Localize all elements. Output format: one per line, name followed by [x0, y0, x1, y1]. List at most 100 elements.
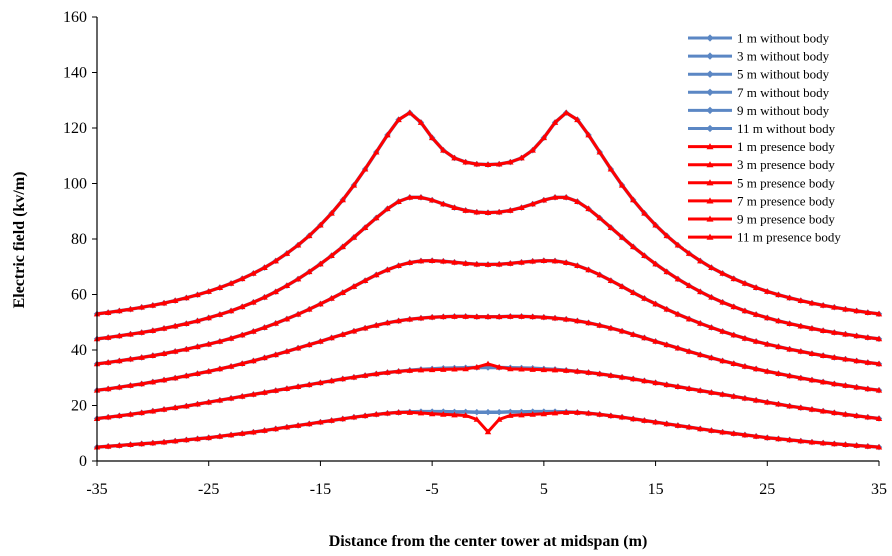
data-point: [406, 259, 413, 265]
data-point: [730, 303, 737, 310]
data-point: [428, 314, 436, 320]
data-point: [239, 303, 246, 310]
data-point: [473, 313, 481, 320]
data-point: [618, 283, 626, 289]
data-point: [842, 411, 849, 417]
data-point: [495, 160, 503, 167]
data-point: [417, 314, 425, 321]
data-point: [518, 365, 525, 372]
data-point: [786, 402, 793, 409]
data-point: [641, 377, 648, 384]
data-point: [641, 334, 648, 341]
data-point: [630, 415, 637, 422]
data-point: [786, 372, 793, 379]
x-tick-label: -35: [86, 481, 107, 498]
data-point: [596, 214, 603, 221]
data-point: [495, 313, 503, 320]
data-point: [451, 313, 458, 319]
data-point: [507, 260, 514, 266]
legend-label: 9 m presence body: [737, 212, 835, 227]
data-point: [306, 381, 313, 388]
data-point: [719, 328, 726, 334]
series-8: [93, 360, 883, 421]
data-point: [183, 294, 190, 301]
legend-marker: [706, 215, 714, 222]
data-point: [596, 411, 603, 417]
data-point: [250, 428, 257, 435]
data-point: [752, 338, 760, 344]
data-point: [495, 416, 503, 422]
data-point: [328, 417, 335, 423]
data-point: [116, 307, 123, 314]
series-11: [93, 194, 883, 342]
y-tick-label: 100: [63, 176, 87, 193]
legend-label: 3 m without body: [737, 49, 830, 64]
data-point: [306, 341, 313, 348]
data-point: [697, 387, 704, 393]
data-point: [473, 364, 481, 370]
data-point: [283, 385, 291, 391]
y-tick-label: 140: [63, 65, 87, 82]
data-point: [786, 320, 793, 327]
data-point: [127, 306, 134, 312]
data-point: [328, 295, 335, 301]
data-point: [384, 410, 391, 416]
data-point: [138, 304, 145, 310]
data-point: [339, 289, 346, 295]
data-point: [574, 317, 581, 324]
data-point: [808, 350, 816, 357]
data-point: [294, 311, 302, 317]
data-point: [417, 257, 425, 264]
data-point: [607, 165, 615, 172]
data-point: [361, 165, 369, 172]
data-point: [842, 306, 849, 312]
data-point: [428, 257, 436, 264]
data-point: [797, 404, 804, 411]
series-layer: [93, 109, 883, 451]
data-point: [104, 309, 112, 315]
data-point: [652, 221, 659, 228]
data-point: [339, 375, 346, 382]
data-point: [451, 154, 458, 161]
data-point: [674, 241, 682, 248]
data-point: [216, 338, 224, 344]
data-point: [507, 313, 514, 319]
data-point: [574, 116, 581, 123]
data-point: [529, 258, 536, 264]
data-point: [361, 412, 369, 419]
data-point: [730, 360, 737, 366]
data-point: [172, 437, 179, 444]
data-point: [373, 370, 380, 377]
data-point: [540, 196, 548, 203]
data-point: [384, 369, 391, 375]
data-point: [473, 261, 481, 267]
data-point: [294, 383, 302, 390]
data-point: [227, 280, 235, 286]
data-point: [440, 200, 447, 207]
data-point: [864, 359, 872, 365]
data-point: [551, 257, 559, 264]
series-7: [93, 409, 883, 450]
data-point: [183, 320, 190, 327]
data-point: [842, 330, 849, 337]
data-point: [294, 344, 302, 351]
data-point: [764, 398, 771, 405]
data-point: [395, 368, 402, 374]
data-point: [250, 299, 257, 305]
legend-item: 7 m without body: [688, 85, 830, 100]
data-point: [462, 207, 469, 213]
data-point: [853, 307, 860, 314]
data-point: [160, 325, 168, 331]
data-point: [428, 410, 436, 417]
data-point: [194, 317, 201, 324]
data-point: [574, 368, 581, 374]
data-point: [752, 365, 760, 372]
data-point: [708, 389, 715, 395]
data-point: [183, 402, 190, 409]
data-point: [708, 324, 715, 330]
data-point: [227, 395, 235, 401]
data-point: [775, 317, 782, 324]
legend-label: 3 m presence body: [737, 157, 835, 172]
data-point: [864, 309, 872, 315]
data-point: [808, 325, 816, 331]
